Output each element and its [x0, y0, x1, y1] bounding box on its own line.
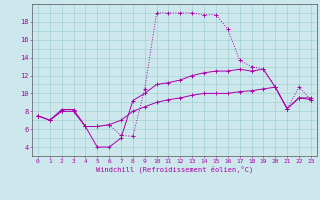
X-axis label: Windchill (Refroidissement éolien,°C): Windchill (Refroidissement éolien,°C): [96, 166, 253, 173]
